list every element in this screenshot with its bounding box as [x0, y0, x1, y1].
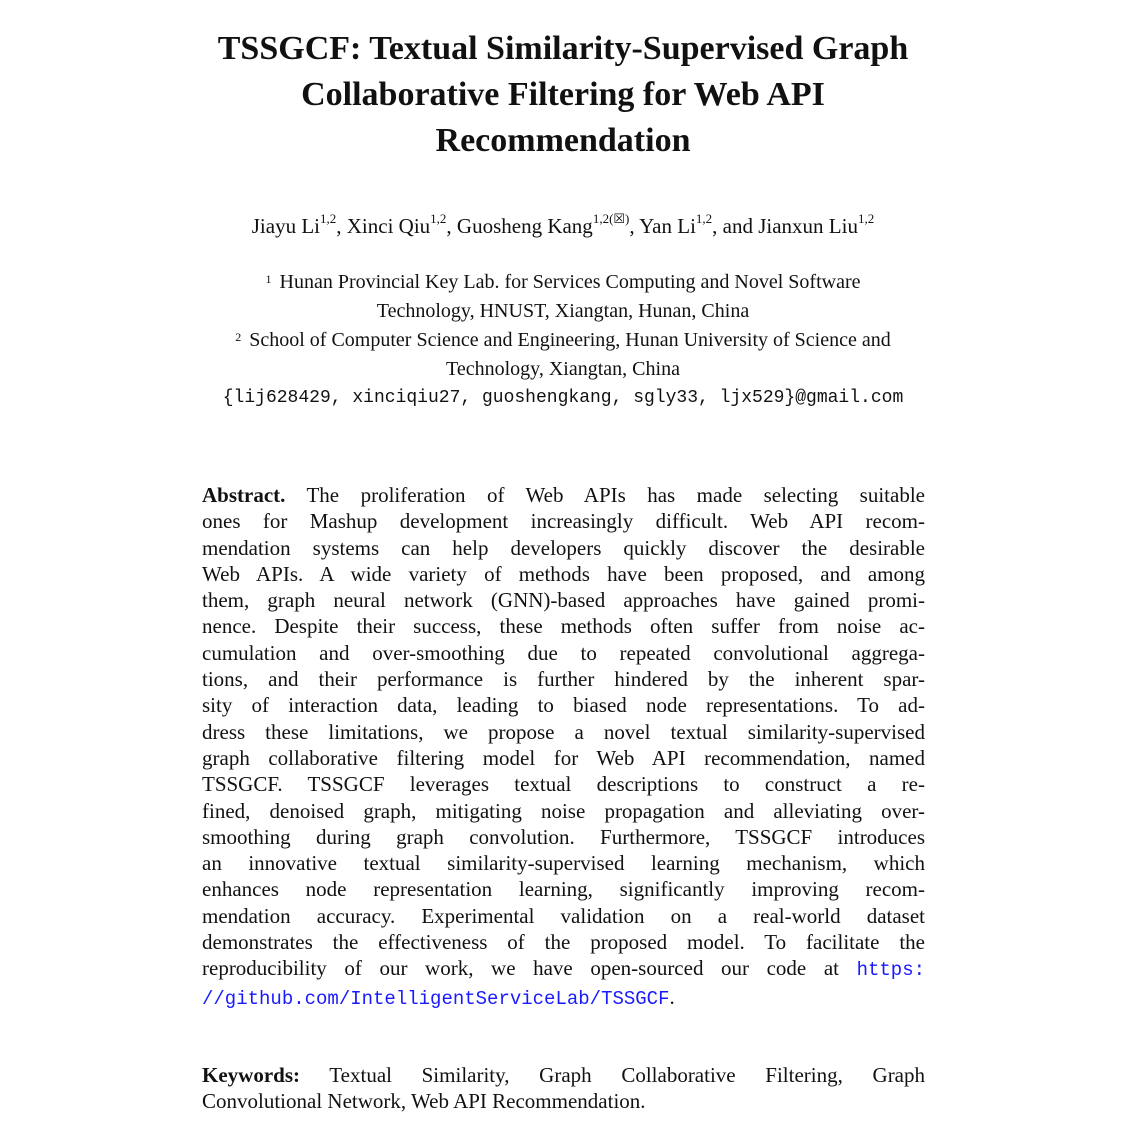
author-name: Yan Li: [639, 214, 696, 238]
author-separator: , and: [712, 214, 759, 238]
author-affiliation-mark: 1,2(☒): [592, 211, 630, 226]
abstract-line: them, graph neural network (GNN)-based a…: [202, 588, 925, 613]
abstract-line: ones for Mashup development increasingly…: [202, 509, 925, 534]
title-line: TSSGCF: Textual Similarity-Supervised Gr…: [217, 30, 909, 67]
affiliation-2-cont: Technology, Xiangtan, China: [446, 358, 680, 380]
title-line: Collaborative Filtering for Web API: [301, 76, 825, 113]
code-link-part1[interactable]: https:: [856, 959, 926, 982]
abstract-line: nence. Despite their success, these meth…: [202, 614, 925, 639]
abstract-line: reproducibility of our work, we have ope…: [202, 956, 926, 982]
abstract-line: cumulation and over-smoothing due to rep…: [202, 640, 925, 665]
abstract-line: enhances node representation learning, s…: [202, 877, 925, 902]
author-list: Jiayu Li1,2, Xinci Qiu1,2, Guosheng Kang…: [0, 211, 1126, 239]
affiliation-2: 2 School of Computer Science and Engineer…: [235, 329, 891, 351]
author-separator: ,: [336, 214, 347, 238]
affiliations: 1 Hunan Provincial Key Lab. for Services …: [100, 268, 1026, 413]
abstract-line: mendation systems can help developers qu…: [202, 535, 925, 560]
title-line: Recommendation: [435, 122, 691, 159]
author-affiliation-mark: 1,2: [430, 211, 447, 226]
abstract-line: mendation accuracy. Experimental validat…: [202, 903, 925, 928]
abstract-line: tions, and their performance is further …: [202, 667, 925, 692]
abstract: Abstract. The proliferation of Web APIs …: [202, 482, 925, 1012]
author-name: Guosheng Kang: [456, 214, 593, 238]
author-affiliation-mark: 1,2: [695, 211, 713, 226]
author-name: Xinci Qiu: [346, 214, 431, 238]
author-separator: ,: [446, 214, 457, 238]
keywords: Keywords: Textual Similarity, Graph Coll…: [202, 1063, 926, 1114]
abstract-line: an innovative textual similarity-supervi…: [202, 851, 925, 876]
author-separator: ,: [629, 214, 640, 238]
abstract-line: graph collaborative filtering model for …: [202, 745, 925, 770]
abstract-line: demonstrates the effectiveness of the pr…: [202, 930, 925, 955]
author-name: Jiayu Li: [251, 214, 320, 238]
author-name: Jianxun Liu: [758, 214, 858, 238]
abstract-label: Abstract.: [202, 483, 286, 507]
paper-title: TSSGCF: Textual Similarity-Supervised Gr…: [100, 26, 1026, 164]
author-affiliation-mark: 1,2: [320, 211, 337, 226]
email: {lij628429, xinciqiu27, guoshengkang, sg…: [222, 388, 904, 408]
abstract-line: smoothing during graph convolution. Furt…: [202, 824, 925, 849]
abstract-line: Abstract. The proliferation of Web APIs …: [202, 483, 925, 507]
abstract-line: Web APIs. A wide variety of methods have…: [202, 561, 925, 586]
abstract-line: sity of interaction data, leading to bia…: [202, 693, 925, 718]
code-link-part2[interactable]: //github.com/IntelligentServiceLab/TSSGC…: [202, 987, 670, 1010]
abstract-line: TSSGCF. TSSGCF leverages textual descrip…: [202, 772, 925, 797]
abstract-line: fined, denoised graph, mitigating noise …: [202, 798, 925, 823]
keywords-label: Keywords:: [202, 1063, 300, 1087]
affiliation-1: 1 Hunan Provincial Key Lab. for Services …: [265, 271, 861, 293]
abstract-line: dress these limitations, we propose a no…: [202, 719, 925, 744]
author-affiliation-mark: 1,2: [857, 211, 875, 226]
affiliation-1-cont: Technology, HNUST, Xiangtan, Hunan, Chin…: [376, 300, 750, 322]
abstract-line: //github.com/IntelligentServiceLab/TSSGC…: [202, 984, 675, 1010]
